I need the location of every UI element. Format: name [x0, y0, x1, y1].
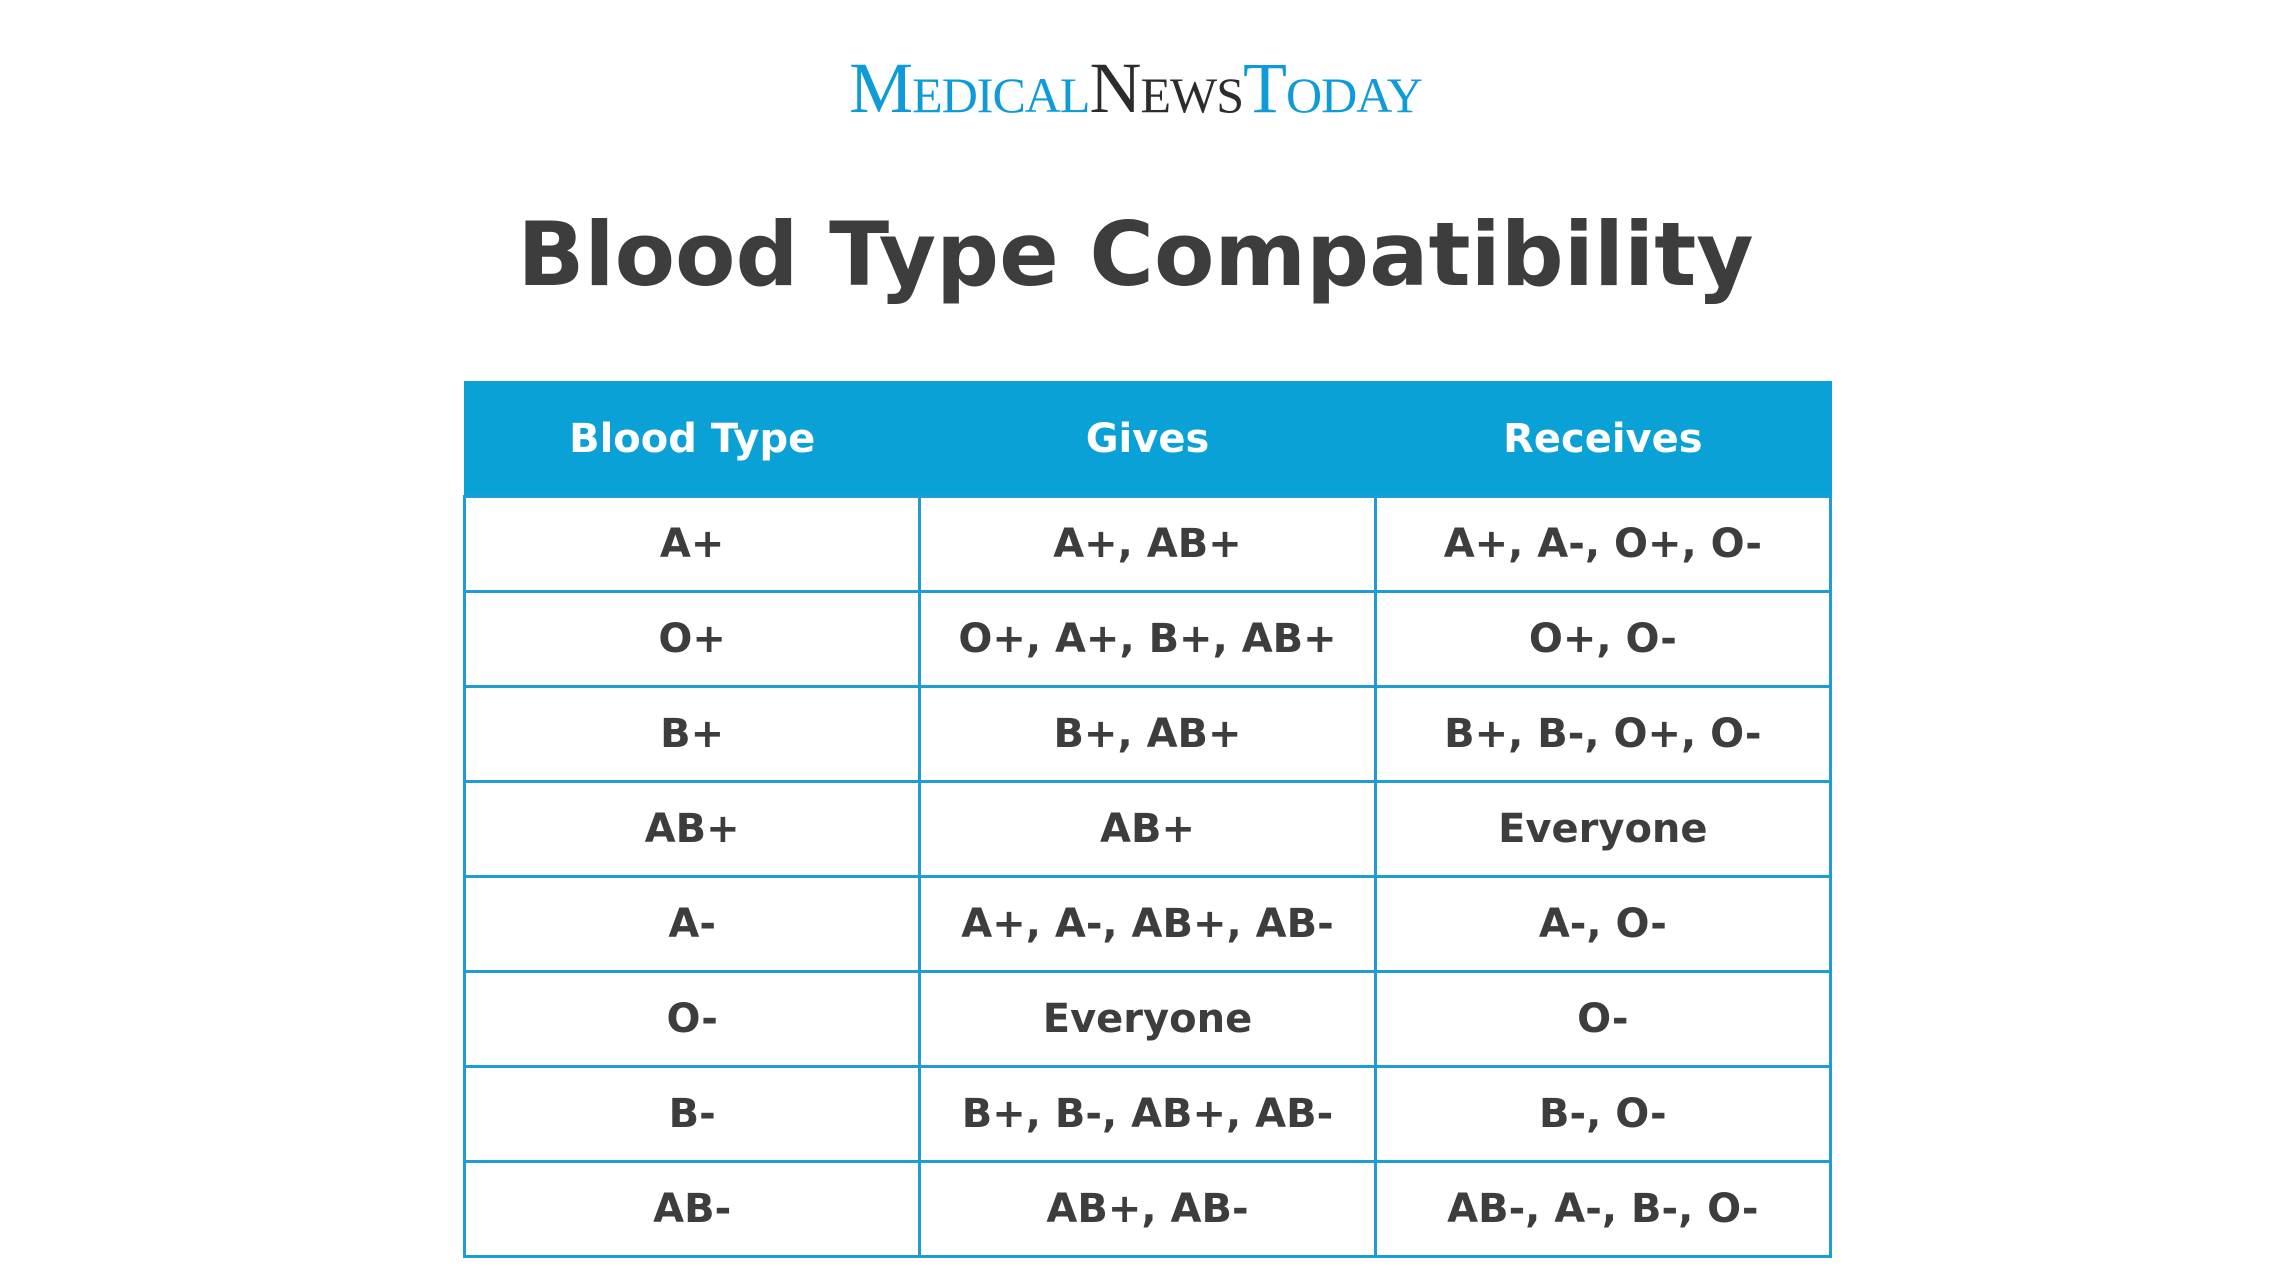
table-cell: AB-, A-, B-, O-: [1373, 1160, 1833, 1258]
table-cell: AB+: [918, 780, 1377, 878]
table-row: B+ B+, AB+ B+, B-, O+, O-: [462, 685, 1833, 783]
table-cell: Everyone: [1373, 780, 1833, 878]
table-cell: A+, A-, AB+, AB-: [918, 875, 1377, 973]
column-header: Blood Type: [463, 381, 921, 498]
table-cell: AB-: [462, 1160, 922, 1258]
table-cell: B+, B-, AB+, AB-: [918, 1065, 1377, 1163]
title: Blood Type Compatibility: [517, 203, 1754, 306]
table-cell: A-: [462, 875, 922, 973]
logo-today: Today: [1243, 48, 1423, 128]
table-cell: O-: [462, 970, 922, 1068]
header-row: Blood Type Gives Receives: [463, 381, 1832, 498]
table-row: A+ A+, AB+ A+, A-, O+, O-: [462, 495, 1833, 593]
table-cell: AB+, AB-: [918, 1160, 1377, 1258]
table-row: AB- AB+, AB- AB-, A-, B-, O-: [462, 1160, 1833, 1258]
table-cell: A-, O-: [1373, 875, 1833, 973]
column-header: Receives: [1374, 381, 1832, 498]
table-row: A- A+, A-, AB+, AB- A-, O-: [462, 875, 1833, 973]
table-cell: B-: [462, 1065, 922, 1163]
compatibility-table: Blood Type Gives Receives A+ A+, AB+ A+, A-,…: [462, 381, 1833, 1258]
table-cell: B-, O-: [1373, 1065, 1833, 1163]
table-cell: AB+: [462, 780, 922, 878]
table-cell: A+, AB+: [918, 495, 1377, 593]
table-cell: B+, AB+: [918, 685, 1377, 783]
table-cell: O+, O-: [1373, 590, 1833, 688]
table-cell: B+: [462, 685, 922, 783]
table-row: B- B+, B-, AB+, AB- B-, O-: [462, 1065, 1833, 1163]
logo-news: News: [1089, 48, 1244, 128]
table-body: A+ A+, AB+ A+, A-, O+, O- O+ O+, A+, B+, AB+…: [462, 495, 1833, 1258]
table-row: O+ O+, A+, B+, AB+ O+, O-: [462, 590, 1833, 688]
table-cell: O+, A+, B+, AB+: [918, 590, 1377, 688]
logo: MedicalNewsToday: [0, 48, 2271, 128]
table-cell: O+: [462, 590, 922, 688]
table-row: O- Everyone O-: [462, 970, 1833, 1068]
table-cell: O-: [1373, 970, 1833, 1068]
table-cell: Everyone: [918, 970, 1377, 1068]
table-cell: B+, B-, O+, O-: [1373, 685, 1833, 783]
table-row: AB+ AB+ Everyone: [462, 780, 1833, 878]
column-header: Gives: [918, 381, 1377, 498]
table-cell: A+: [462, 495, 922, 593]
table-cell: A+, A-, O+, O-: [1373, 495, 1833, 593]
logo-medical: Medical: [849, 48, 1090, 128]
